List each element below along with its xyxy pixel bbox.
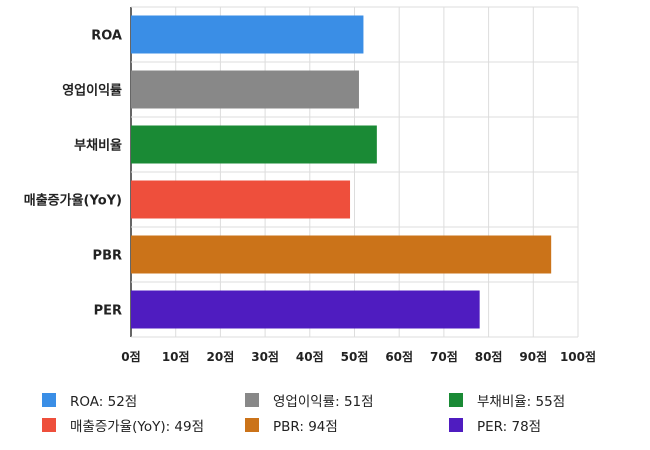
legend-item: PER: 78점 bbox=[449, 415, 541, 435]
x-tick-label: 30점 bbox=[251, 349, 279, 364]
bar bbox=[131, 15, 364, 54]
x-tick-label: 50점 bbox=[341, 349, 369, 364]
bar bbox=[131, 180, 351, 219]
category-label: 부채비율 bbox=[74, 138, 122, 154]
grid-lines bbox=[130, 6, 579, 338]
category-label: ROA bbox=[91, 29, 122, 44]
bar bbox=[131, 70, 359, 109]
x-tick-label: 20점 bbox=[207, 349, 235, 364]
legend-label: 부채비율: 55점 bbox=[477, 394, 566, 410]
bar bbox=[131, 125, 377, 164]
legend-swatch bbox=[42, 418, 56, 432]
category-label: PER bbox=[94, 304, 122, 319]
legend-label: ROA: 52점 bbox=[70, 394, 138, 410]
legend-swatch bbox=[449, 393, 463, 407]
legend-label: 영업이익률: 51점 bbox=[273, 394, 374, 410]
x-tick-label: 0점 bbox=[121, 349, 140, 364]
legend-swatch bbox=[245, 393, 259, 407]
legend-item: 매출증가율(YoY): 49점 bbox=[42, 415, 204, 435]
x-tick-label: 60점 bbox=[385, 349, 413, 364]
legend-item: 영업이익률: 51점 bbox=[245, 390, 374, 410]
legend-item: ROA: 52점 bbox=[42, 390, 137, 410]
legend-swatch bbox=[245, 418, 259, 432]
legend-label: PBR: 94점 bbox=[273, 419, 338, 435]
x-tick-label: 90점 bbox=[519, 349, 547, 364]
x-tick-labels: 0점 10점 20점 30점 40점 50점 60점 70점 80점 90점 100점 bbox=[121, 349, 596, 364]
legend-item: 부채비율: 55점 bbox=[449, 390, 565, 410]
bars bbox=[131, 15, 552, 329]
x-tick-label: 70점 bbox=[430, 349, 458, 364]
x-tick-label: 100점 bbox=[560, 349, 596, 364]
bar bbox=[131, 290, 480, 329]
x-tick-label: 40점 bbox=[296, 349, 324, 364]
bar bbox=[131, 235, 552, 274]
category-label: 매출증가율(YoY) bbox=[24, 193, 122, 209]
legend-label: 매출증가율(YoY): 49점 bbox=[70, 419, 205, 435]
category-label: PBR bbox=[93, 249, 122, 264]
legend-swatch bbox=[42, 393, 56, 407]
legend-label: PER: 78점 bbox=[477, 419, 542, 435]
category-label: 영업이익률 bbox=[62, 83, 122, 99]
legend-swatch bbox=[449, 418, 463, 432]
x-tick-label: 80점 bbox=[475, 349, 503, 364]
x-tick-label: 10점 bbox=[162, 349, 190, 364]
legend-item: PBR: 94점 bbox=[245, 415, 338, 435]
